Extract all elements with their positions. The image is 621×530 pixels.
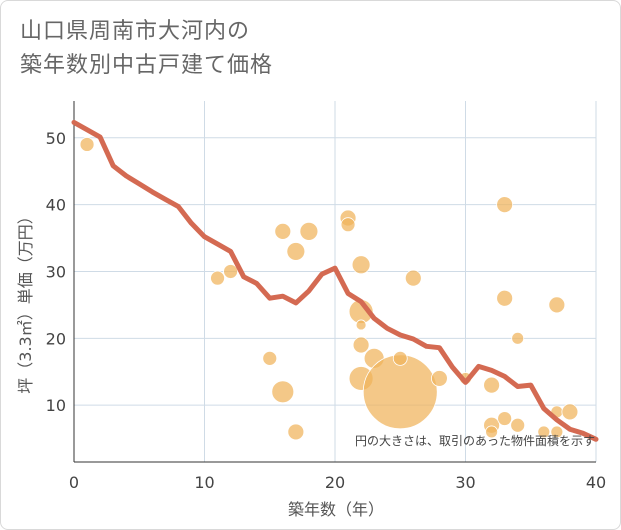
bubble-point <box>351 255 371 275</box>
axes: 0 10 20 30 40 10 20 30 40 50 <box>46 101 606 492</box>
y-axis-label: 坪（3.3㎡）単価（万円） <box>16 208 35 393</box>
y-tick-label: 10 <box>46 396 66 415</box>
bubble-point <box>79 137 95 152</box>
bubble-point <box>299 221 319 241</box>
size-annotation: 円の大きさは、取引のあった物件面積を示す <box>355 433 595 448</box>
bubble-point <box>362 354 438 430</box>
bubble-point <box>485 425 499 439</box>
labels: 円の大きさは、取引のあった物件面積を示す 築年数（年） 坪（3.3㎡）単価（万円… <box>16 208 595 519</box>
bubble-point <box>392 350 408 366</box>
y-tick-label: 50 <box>46 129 66 148</box>
bubble-point <box>510 417 526 433</box>
bubble-point <box>548 296 566 314</box>
bubble-point <box>511 331 525 345</box>
bubble-point <box>274 222 292 240</box>
bubble-point <box>497 411 513 426</box>
bubble-point <box>355 319 367 331</box>
x-tick-label: 40 <box>586 473 606 492</box>
grid <box>74 101 597 462</box>
y-tick-label: 30 <box>46 262 66 281</box>
bubbles <box>79 137 579 441</box>
bubble-point <box>404 269 422 287</box>
x-tick-label: 0 <box>69 473 79 492</box>
bubble-point <box>223 264 239 279</box>
x-tick-label: 20 <box>325 473 345 492</box>
y-tick-label: 20 <box>46 329 66 348</box>
x-tick-label: 30 <box>455 473 475 492</box>
bubble-point <box>287 423 305 441</box>
y-tick-label: 40 <box>46 196 66 215</box>
bubble-point <box>430 370 448 387</box>
x-tick-label: 10 <box>194 473 214 492</box>
chart-title-line1: 山口県周南市大河内の <box>20 19 251 44</box>
bubble-point <box>271 380 295 404</box>
x-axis-label: 築年数（年） <box>288 500 384 519</box>
bubble-point <box>496 196 514 214</box>
bubble-point <box>340 217 356 233</box>
bubble-point <box>561 403 579 421</box>
chart-title-line2: 築年数別中古戸建て価格 <box>20 53 274 78</box>
bubble-point <box>537 425 551 439</box>
bubble-point <box>210 270 225 286</box>
bubble-point <box>483 376 501 394</box>
bubble-point <box>286 242 306 261</box>
bubble-point <box>496 289 514 307</box>
chart-title: 山口県周南市大河内の 築年数別中古戸建て価格 <box>20 15 580 83</box>
bubble-point <box>262 350 278 366</box>
bubble-point <box>550 425 564 439</box>
bubble-point <box>352 336 370 354</box>
average-line-layer <box>71 119 599 442</box>
average-line <box>71 119 599 442</box>
